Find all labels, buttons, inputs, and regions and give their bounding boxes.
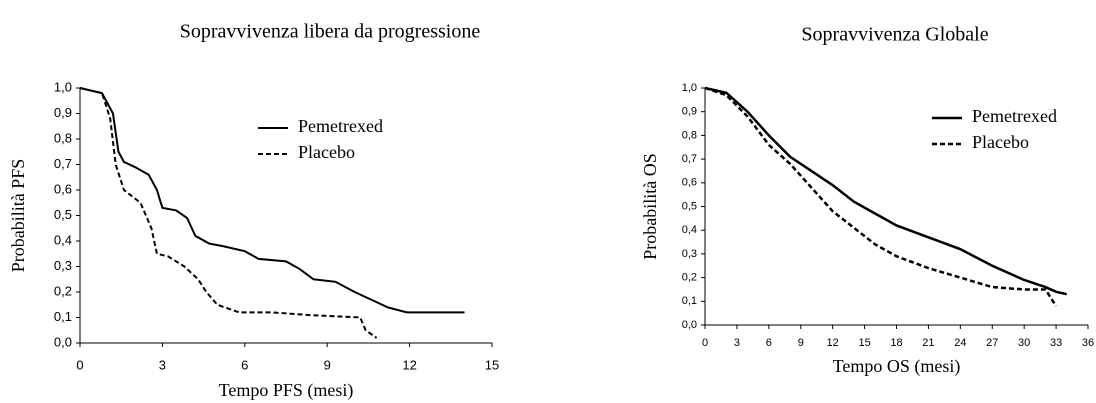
chart-title: Sopravvivenza Globale (801, 24, 988, 46)
survival-curve (79, 87, 465, 314)
y-tick-label: 0,0 (682, 319, 697, 331)
y-tick-label: 0,8 (54, 130, 72, 145)
legend-label: Pemetrexed (298, 116, 383, 136)
survival-curve (704, 86, 1058, 307)
x-tick-label: 9 (324, 357, 331, 372)
y-tick-label: 1,0 (682, 82, 697, 94)
y-tick-label: 0,3 (54, 258, 72, 273)
x-tick-label: 3 (734, 337, 740, 349)
x-tick-label: 21 (922, 337, 934, 349)
legend-label: Placebo (298, 142, 355, 162)
x-tick-label: 15 (485, 357, 499, 372)
x-tick-label: 15 (858, 337, 870, 349)
x-tick-label: 0 (76, 357, 83, 372)
y-tick-label: 0,1 (54, 309, 72, 324)
y-tick-label: 0,6 (682, 177, 697, 189)
y-tick-label: 0,6 (54, 181, 72, 196)
y-tick-label: 0,8 (682, 129, 697, 141)
y-tick-label: 0,1 (682, 295, 697, 307)
x-axis-label: Tempo PFS (mesi) (219, 380, 354, 401)
x-tick-label: 6 (241, 357, 248, 372)
x-tick-label: 6 (766, 337, 772, 349)
y-tick-label: 0,2 (54, 283, 72, 298)
legend-label: Placebo (972, 132, 1029, 152)
y-axis-label: Probabilità PFS (8, 159, 28, 273)
y-tick-label: 0,0 (54, 334, 72, 349)
x-tick-label: 27 (986, 337, 998, 349)
y-tick-label: 0,9 (682, 106, 697, 118)
x-tick-label: 30 (1018, 337, 1030, 349)
x-tick-label: 36 (1082, 337, 1094, 349)
x-tick-label: 33 (1050, 337, 1062, 349)
x-tick-label: 0 (702, 337, 708, 349)
y-tick-label: 0,7 (682, 153, 697, 165)
y-tick-label: 0,5 (682, 200, 697, 212)
legend-label: Pemetrexed (972, 106, 1057, 126)
x-tick-label: 18 (890, 337, 902, 349)
y-tick-label: 0,9 (54, 105, 72, 120)
x-tick-label: 9 (798, 337, 804, 349)
x-tick-label: 12 (402, 357, 416, 372)
chart-title: Sopravvivenza libera da progressione (180, 21, 481, 43)
y-tick-label: 0,7 (54, 156, 72, 171)
x-axis-label: Tempo OS (mesi) (833, 356, 961, 377)
y-axis-label: Probabilità OS (640, 153, 660, 260)
y-tick-label: 0,2 (682, 272, 697, 284)
y-tick-label: 0,5 (54, 207, 72, 222)
survival-curve (79, 87, 378, 339)
x-tick-label: 3 (159, 357, 166, 372)
x-tick-label: 24 (954, 337, 966, 349)
y-tick-label: 1,0 (54, 79, 72, 94)
survival-curve (704, 86, 1067, 296)
y-tick-label: 0,4 (682, 224, 697, 236)
y-tick-label: 0,4 (54, 232, 72, 247)
x-tick-label: 12 (827, 337, 839, 349)
y-tick-label: 0,3 (682, 248, 697, 260)
